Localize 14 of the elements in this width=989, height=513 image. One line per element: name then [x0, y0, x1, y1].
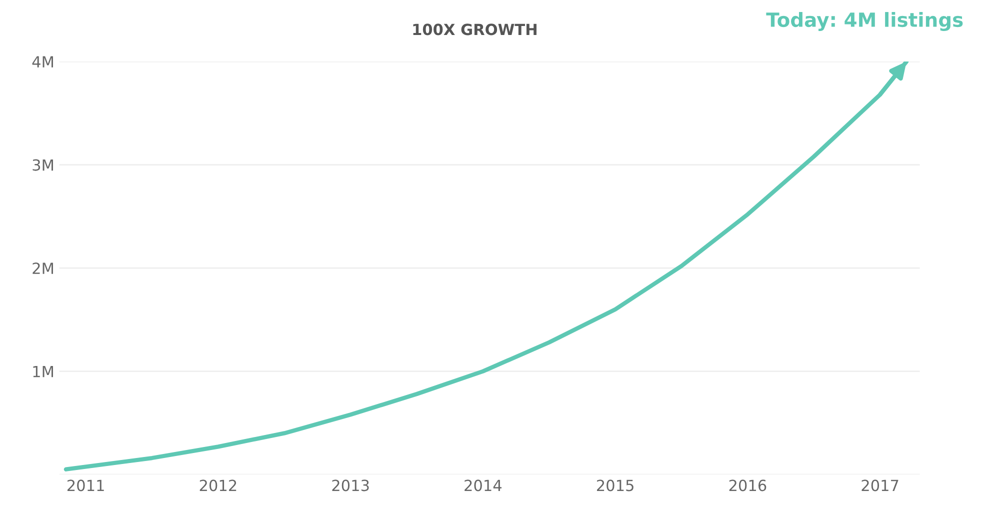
x-tick-label: 2017: [862, 480, 898, 492]
x-tick-label: 2013: [332, 480, 369, 492]
annotation: Today: 4M listings: [766, 12, 963, 32]
line-series: [64, 62, 909, 472]
x-tick-label: 2011: [67, 480, 104, 492]
x-tick-label: 2016: [729, 480, 766, 492]
y-tick-label: 1M: [33, 366, 53, 378]
chart-title: 100X GROWTH: [413, 24, 536, 36]
x-tick-label: 2012: [200, 480, 236, 492]
x-tick-label: 2014: [464, 480, 502, 492]
y-tick-label: 2M: [32, 262, 53, 274]
x-tick-label: 2015: [596, 480, 634, 492]
y-tick-label: 4M: [32, 56, 53, 68]
y-tick-label: 3M: [32, 159, 53, 171]
